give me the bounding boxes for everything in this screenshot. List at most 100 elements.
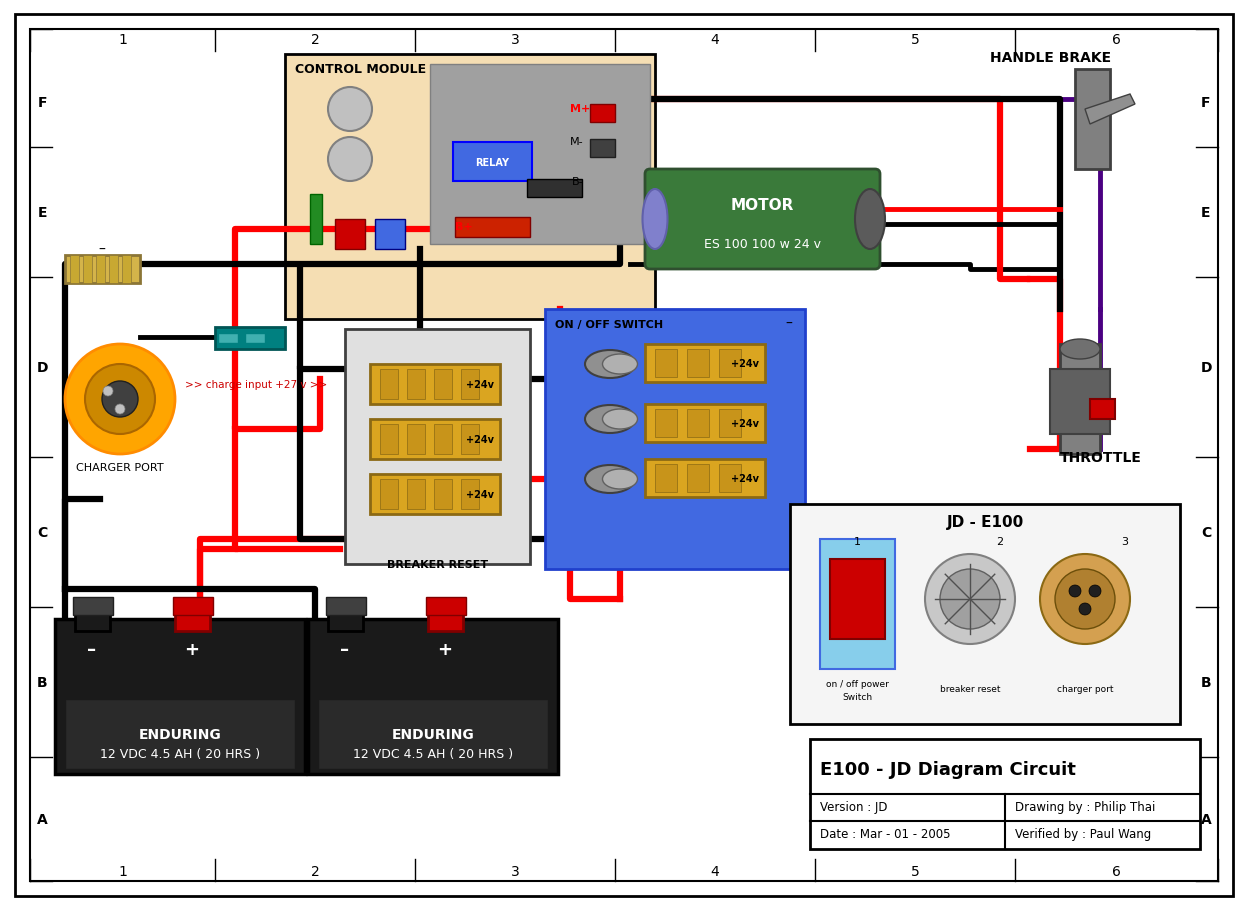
Text: –: – <box>87 598 96 615</box>
Text: –: – <box>87 640 96 659</box>
Text: +24v: +24v <box>466 435 494 445</box>
Text: +24v: +24v <box>731 418 759 428</box>
Bar <box>369 364 500 404</box>
Bar <box>308 619 558 774</box>
Bar <box>686 410 709 437</box>
Text: 12 VDC 4.5 AH ( 20 HRS ): 12 VDC 4.5 AH ( 20 HRS ) <box>100 748 260 761</box>
Bar <box>655 465 676 493</box>
Bar <box>434 370 452 400</box>
Bar <box>310 195 322 245</box>
Text: Verified by : Paul Wang: Verified by : Paul Wang <box>1015 827 1151 841</box>
Text: F: F <box>37 96 46 110</box>
Bar <box>369 475 500 515</box>
Polygon shape <box>1085 95 1134 125</box>
Text: 2: 2 <box>996 537 1003 547</box>
Text: B+: B+ <box>456 221 473 231</box>
Bar <box>407 370 426 400</box>
Bar <box>218 333 238 343</box>
Bar <box>719 465 741 493</box>
Text: HANDLE BRAKE: HANDLE BRAKE <box>990 51 1111 65</box>
Bar <box>645 459 765 497</box>
Circle shape <box>1090 586 1101 598</box>
Ellipse shape <box>585 351 635 379</box>
Text: F: F <box>1202 96 1211 110</box>
Bar <box>645 404 765 443</box>
Text: +24v: +24v <box>731 474 759 484</box>
Text: –: – <box>99 242 105 257</box>
Bar <box>434 425 452 455</box>
Bar <box>1050 370 1109 435</box>
Text: charger port: charger port <box>1057 685 1113 694</box>
Text: 1: 1 <box>119 864 127 878</box>
Bar <box>461 370 479 400</box>
Text: CHARGER PORT: CHARGER PORT <box>76 463 163 473</box>
Bar <box>461 425 479 455</box>
Text: 6: 6 <box>1112 33 1121 47</box>
Text: +24v: +24v <box>466 380 494 390</box>
Text: 5: 5 <box>911 33 920 47</box>
Text: 6: 6 <box>1112 864 1121 878</box>
Bar <box>655 410 676 437</box>
Ellipse shape <box>643 189 668 250</box>
Ellipse shape <box>603 469 638 489</box>
Bar <box>407 479 426 509</box>
Bar <box>719 350 741 377</box>
Text: B-: B- <box>572 177 584 187</box>
Text: on / off power: on / off power <box>826 680 889 689</box>
Bar <box>686 350 709 377</box>
Circle shape <box>85 364 155 435</box>
Bar <box>428 611 463 631</box>
Text: Version : JD: Version : JD <box>820 801 887 814</box>
Bar <box>719 410 741 437</box>
Circle shape <box>1080 603 1091 615</box>
Bar <box>1075 70 1109 169</box>
Bar <box>686 465 709 493</box>
Ellipse shape <box>603 410 638 429</box>
Bar <box>70 256 79 283</box>
Text: C: C <box>37 526 47 539</box>
Text: C: C <box>1201 526 1211 539</box>
Text: >> charge input +27 v >>: >> charge input +27 v >> <box>185 380 327 390</box>
Ellipse shape <box>585 405 635 434</box>
Text: A: A <box>1201 812 1212 826</box>
Text: CONTROL MODULE: CONTROL MODULE <box>295 63 426 76</box>
Text: +: + <box>185 598 198 615</box>
Text: 3: 3 <box>510 864 519 878</box>
Text: RELAY: RELAY <box>475 158 509 168</box>
Bar <box>328 611 363 631</box>
Bar <box>326 598 366 615</box>
Bar <box>379 479 398 509</box>
Text: ENDURING: ENDURING <box>139 727 221 742</box>
Bar <box>109 256 119 283</box>
Circle shape <box>328 87 372 132</box>
Text: MOTOR: MOTOR <box>730 198 794 212</box>
Bar <box>655 350 676 377</box>
Text: ON / OFF SWITCH: ON / OFF SWITCH <box>555 320 663 330</box>
Text: 1: 1 <box>854 537 861 547</box>
Bar <box>431 65 650 245</box>
Bar <box>173 598 213 615</box>
Text: M-: M- <box>570 137 584 147</box>
Bar <box>96 256 105 283</box>
Bar <box>65 700 295 769</box>
Bar <box>175 611 210 631</box>
Circle shape <box>65 344 175 455</box>
Bar <box>810 739 1201 849</box>
Circle shape <box>102 382 139 417</box>
Text: 2: 2 <box>311 33 319 47</box>
Bar <box>122 256 131 283</box>
Bar <box>215 328 285 350</box>
Text: E100 - JD Diagram Circuit: E100 - JD Diagram Circuit <box>820 760 1076 778</box>
Text: –: – <box>341 598 349 615</box>
Text: +: + <box>185 640 200 659</box>
Text: Date : Mar - 01 - 2005: Date : Mar - 01 - 2005 <box>820 827 951 841</box>
Text: 4: 4 <box>710 864 719 878</box>
Ellipse shape <box>855 189 885 250</box>
Bar <box>369 420 500 459</box>
FancyBboxPatch shape <box>285 55 655 320</box>
Text: 4: 4 <box>710 33 719 47</box>
Circle shape <box>328 138 372 182</box>
Text: E: E <box>37 206 46 220</box>
Text: –: – <box>785 317 792 331</box>
Circle shape <box>104 386 114 396</box>
